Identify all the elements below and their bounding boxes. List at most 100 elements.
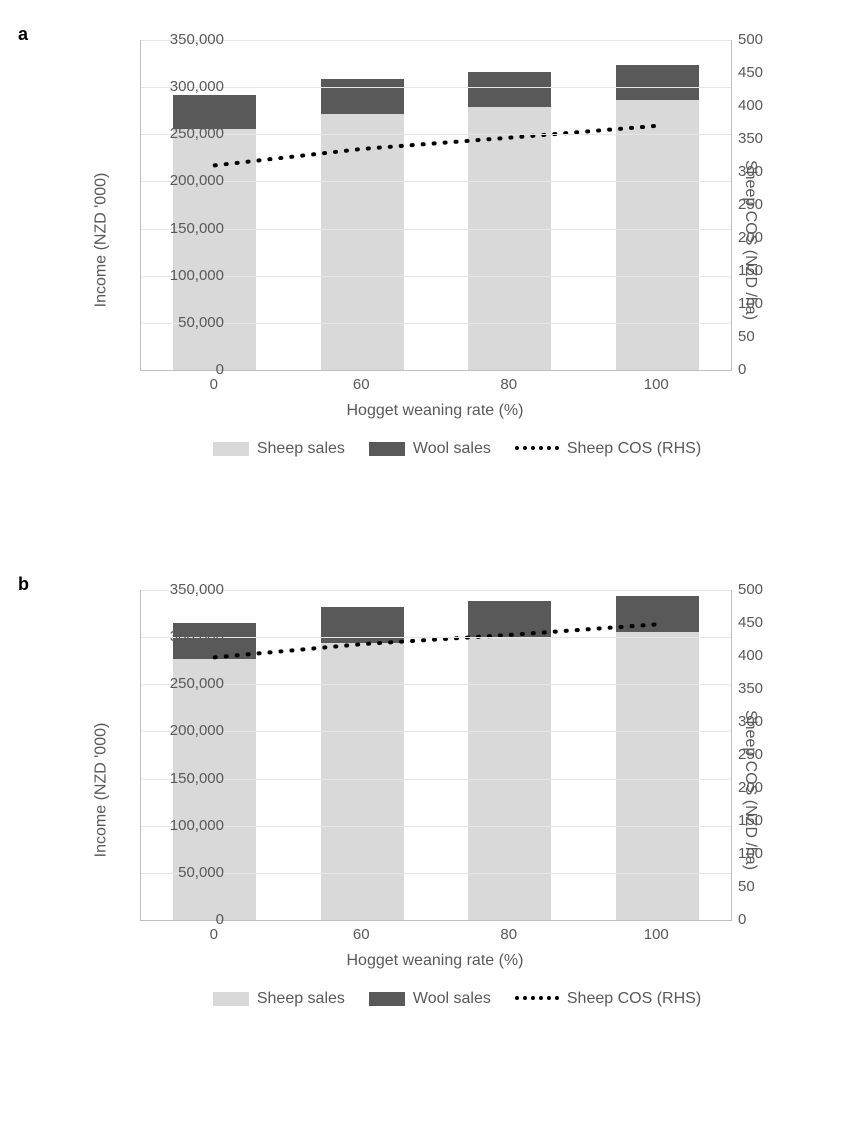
gridline <box>141 276 731 277</box>
ytick-right: 400 <box>738 647 798 664</box>
ytick-left: 150,000 <box>144 770 224 787</box>
gridline <box>141 323 731 324</box>
bar-sheep-sales <box>616 100 699 370</box>
ytick-right: 200 <box>738 229 798 246</box>
bar-group <box>468 590 551 920</box>
panel-b-label: b <box>18 574 29 595</box>
legend-label: Sheep COS (RHS) <box>567 440 701 457</box>
legend-swatch <box>369 442 405 456</box>
ytick-right: 500 <box>738 581 798 598</box>
panel-a-label: a <box>18 24 28 45</box>
bar-sheep-sales <box>173 129 256 370</box>
ytick-left: 100,000 <box>144 267 224 284</box>
y-axis-left-label: Income (NZD '000) <box>92 173 110 308</box>
ytick-left: 300,000 <box>144 628 224 645</box>
ytick-right: 150 <box>738 262 798 279</box>
legend-swatch <box>515 996 559 1002</box>
chart-a: Income (NZD '000) Sheep COS (NZD /ha) Ho… <box>40 30 820 450</box>
bar-wool-sales <box>468 601 551 637</box>
gridline <box>141 684 731 685</box>
legend-label: Wool sales <box>413 990 491 1007</box>
xtick: 100 <box>616 926 696 943</box>
bar-sheep-sales <box>468 107 551 370</box>
gridline <box>141 873 731 874</box>
bar-group <box>616 40 699 370</box>
xtick: 60 <box>321 926 401 943</box>
x-axis-label: Hogget weaning rate (%) <box>140 402 730 420</box>
gridline <box>141 134 731 135</box>
xtick: 80 <box>469 376 549 393</box>
legend-b: Sheep sales Wool sales Sheep COS (RHS) <box>90 990 800 1008</box>
ytick-right: 250 <box>738 196 798 213</box>
ytick-right: 300 <box>738 713 798 730</box>
ytick-right: 450 <box>738 64 798 81</box>
plot-area-b <box>140 590 732 921</box>
ytick-left: 350,000 <box>144 31 224 48</box>
ytick-right: 250 <box>738 746 798 763</box>
bar-wool-sales <box>616 65 699 100</box>
gridline <box>141 826 731 827</box>
ytick-right: 100 <box>738 295 798 312</box>
xtick: 100 <box>616 376 696 393</box>
xtick: 80 <box>469 926 549 943</box>
gridline <box>141 731 731 732</box>
figure: a Income (NZD '000) Sheep COS (NZD /ha) … <box>0 0 850 1136</box>
legend-a: Sheep sales Wool sales Sheep COS (RHS) <box>90 440 800 458</box>
bar-sheep-sales <box>321 114 404 370</box>
xtick: 0 <box>174 376 254 393</box>
ytick-right: 50 <box>738 328 798 345</box>
x-axis-label: Hogget weaning rate (%) <box>140 952 730 970</box>
ytick-right: 200 <box>738 779 798 796</box>
ytick-left: 50,000 <box>144 314 224 331</box>
ytick-right: 350 <box>738 680 798 697</box>
ytick-right: 50 <box>738 878 798 895</box>
bar-wool-sales <box>468 72 551 107</box>
ytick-left: 300,000 <box>144 78 224 95</box>
legend-label: Sheep sales <box>257 990 345 1007</box>
ytick-right: 350 <box>738 130 798 147</box>
gridline <box>141 181 731 182</box>
chart-b: Income (NZD '000) Sheep COS (NZD /ha) Ho… <box>40 580 820 1000</box>
bar-wool-sales <box>173 95 256 129</box>
ytick-right: 0 <box>738 911 798 928</box>
ytick-left: 350,000 <box>144 581 224 598</box>
ytick-right: 400 <box>738 97 798 114</box>
bar-group <box>321 590 404 920</box>
bar-group <box>616 590 699 920</box>
xtick: 0 <box>174 926 254 943</box>
ytick-right: 450 <box>738 614 798 631</box>
legend-label: Wool sales <box>413 440 491 457</box>
ytick-left: 150,000 <box>144 220 224 237</box>
panel-a: a Income (NZD '000) Sheep COS (NZD /ha) … <box>40 30 820 450</box>
gridline <box>141 40 731 41</box>
bar-wool-sales <box>321 79 404 114</box>
bar-group <box>321 40 404 370</box>
ytick-left: 200,000 <box>144 172 224 189</box>
legend-swatch <box>515 446 559 452</box>
gridline <box>141 779 731 780</box>
legend-label: Sheep sales <box>257 440 345 457</box>
ytick-right: 300 <box>738 163 798 180</box>
ytick-left: 100,000 <box>144 817 224 834</box>
legend-swatch <box>213 992 249 1006</box>
bar-sheep-sales <box>616 632 699 921</box>
ytick-right: 0 <box>738 361 798 378</box>
bar-group <box>468 40 551 370</box>
legend-swatch <box>213 442 249 456</box>
gridline <box>141 229 731 230</box>
xtick: 60 <box>321 376 401 393</box>
ytick-left: 200,000 <box>144 722 224 739</box>
gridline <box>141 87 731 88</box>
gridline <box>141 590 731 591</box>
legend-swatch <box>369 992 405 1006</box>
ytick-right: 500 <box>738 31 798 48</box>
plot-area-a <box>140 40 732 371</box>
ytick-right: 100 <box>738 845 798 862</box>
panel-b: b Income (NZD '000) Sheep COS (NZD /ha) … <box>40 580 820 1000</box>
ytick-right: 150 <box>738 812 798 829</box>
ytick-left: 50,000 <box>144 864 224 881</box>
ytick-left: 250,000 <box>144 675 224 692</box>
ytick-left: 250,000 <box>144 125 224 142</box>
legend-label: Sheep COS (RHS) <box>567 990 701 1007</box>
y-axis-left-label: Income (NZD '000) <box>92 723 110 858</box>
